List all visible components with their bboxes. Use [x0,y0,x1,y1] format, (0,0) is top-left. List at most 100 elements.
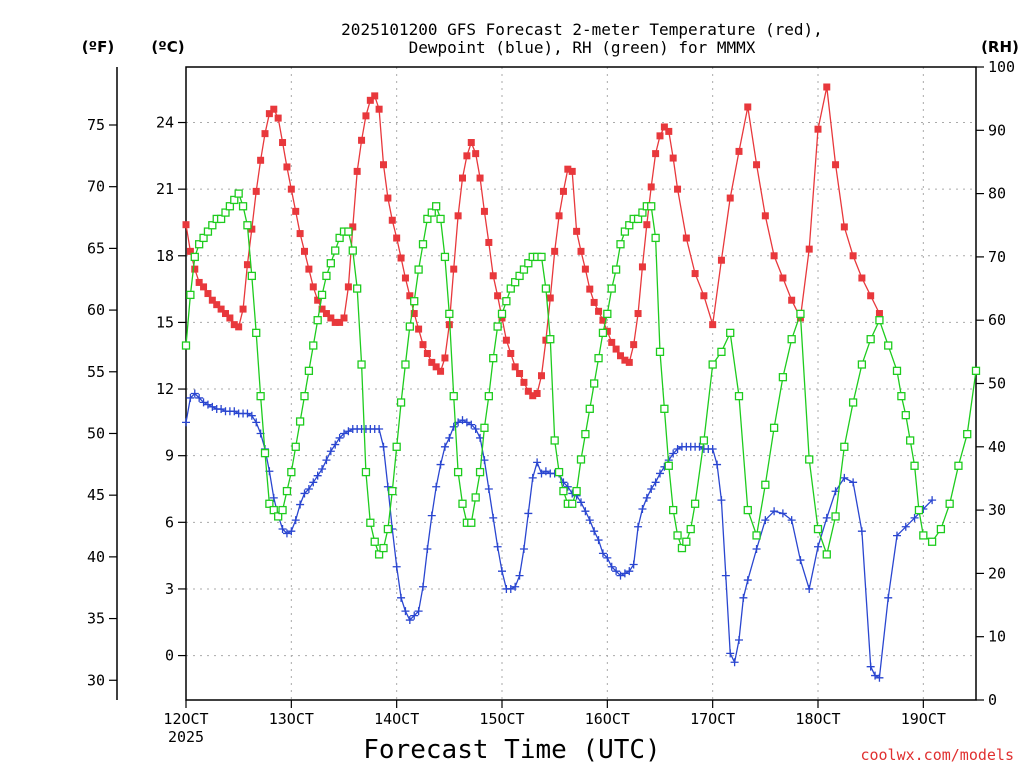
data-point [489,513,498,522]
data-point [340,429,348,438]
data-point [551,247,559,255]
data-point [542,336,550,344]
data-point [633,214,643,224]
data-point [331,318,339,326]
data-point [919,531,928,540]
data-point [432,482,441,491]
data-point [427,208,436,217]
credit-link[interactable]: coolwx.com/models [860,746,1014,764]
data-point [392,562,401,571]
data-point [388,216,396,224]
data-point [190,389,199,398]
data-point [664,461,673,470]
data-point [238,202,248,211]
data-point [906,436,915,445]
data-point [471,425,480,434]
data-point [954,461,963,470]
data-point [326,259,335,268]
data-point [603,309,612,319]
data-point [857,360,867,369]
data-point [656,469,664,478]
data-point [291,516,300,525]
data-point [674,185,682,193]
data-point [595,307,603,315]
series-2 [181,189,981,559]
data-point [256,392,265,401]
data-point [511,582,520,591]
data-point [538,372,545,380]
data-point [476,433,485,442]
data-point [406,292,414,300]
data-point [449,422,458,431]
data-point [576,455,586,464]
data-point [621,356,629,364]
data-point [349,223,357,231]
data-point [418,240,428,249]
data-point [910,461,919,470]
data-point [642,493,651,502]
data-point [226,314,234,322]
data-point [348,246,357,255]
rh-unit-label: (RH) [981,38,1019,56]
data-point [213,301,221,309]
data-point [463,152,471,160]
data-point [928,496,937,505]
data-point [279,139,287,147]
data-point [761,516,770,525]
data-point [182,221,190,229]
data-point [717,496,726,505]
data-point [287,185,295,193]
rh-tick-label: 0 [988,691,997,709]
data-point [225,202,235,211]
data-point [340,314,348,322]
data-point [761,480,770,489]
data-point [669,154,677,162]
data-point [541,467,550,476]
data-point [396,398,406,407]
data-point [195,278,203,286]
data-point [475,467,485,477]
data-point [638,263,646,271]
data-point [858,274,866,282]
data-point [695,442,704,451]
data-point [871,671,880,680]
data-point [472,150,480,158]
data-point [831,512,840,521]
data-point [625,221,634,230]
data-point [717,347,726,357]
data-point [357,360,366,369]
data-point [208,296,216,304]
data-point [217,305,225,313]
data-point [221,208,230,217]
data-point [410,310,418,318]
data-point [682,234,690,242]
data-point [608,338,616,346]
data-point [230,407,239,416]
data-point [459,174,466,182]
data-point [884,593,893,602]
data-point [489,354,498,363]
data-point [848,398,858,407]
data-point [374,550,384,559]
data-point [515,571,524,580]
data-point [726,328,735,338]
data-point [537,469,546,478]
data-point [484,485,493,493]
data-point [458,416,467,425]
data-point [638,208,647,217]
x-tick-label: 12OCT [163,710,208,728]
x-tick-label: 17OCT [690,710,735,728]
data-point [586,285,594,293]
data-point [590,379,599,388]
data-point [651,233,660,243]
data-point [309,478,318,487]
rh-tick-label: 50 [988,375,1006,393]
data-point [630,341,638,349]
data-point [440,442,449,451]
data-point [383,524,393,534]
data-point [314,296,322,304]
data-point [484,392,493,401]
celsius-tick-label: 0 [165,647,174,665]
fahrenheit-tick-label: 60 [87,301,105,319]
data-point [682,537,691,546]
